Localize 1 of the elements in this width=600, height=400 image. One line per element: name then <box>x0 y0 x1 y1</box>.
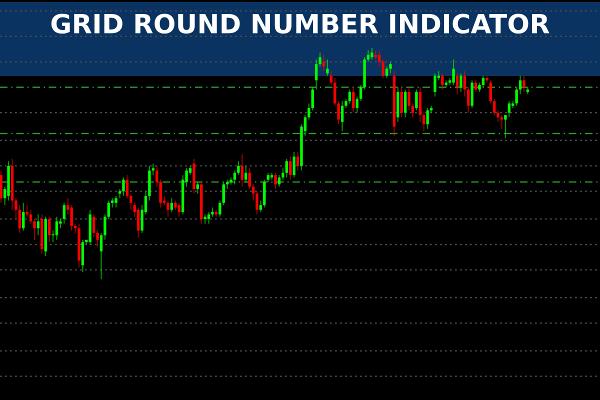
chart-title: GRID ROUND NUMBER INDICATOR <box>51 14 550 34</box>
